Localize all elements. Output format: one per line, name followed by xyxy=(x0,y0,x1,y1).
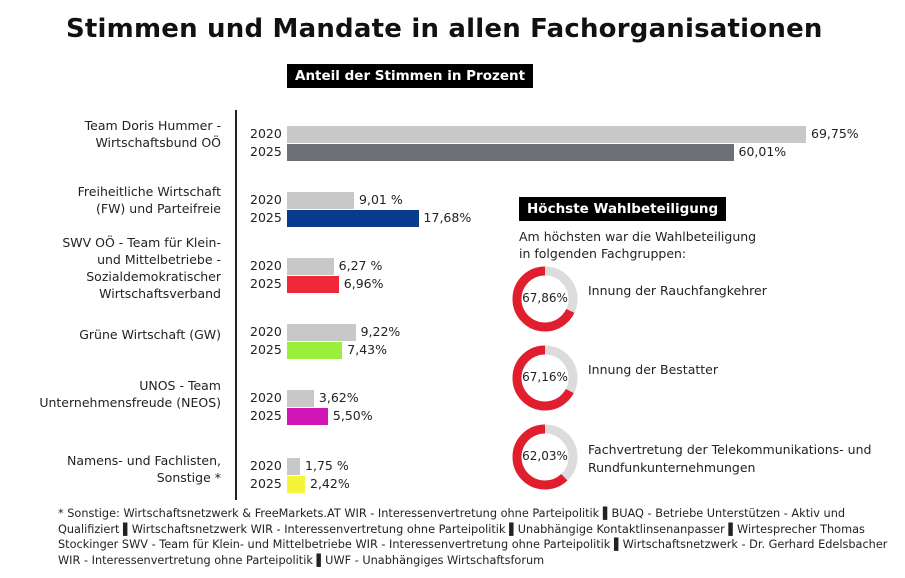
bar-value-label: 9,22% xyxy=(360,324,401,339)
bar-2020 xyxy=(287,458,301,475)
party-label-line: Unternehmensfreude (NEOS) xyxy=(39,395,221,410)
party-label: UNOS - Team Unternehmensfreude (NEOS) xyxy=(39,377,221,411)
group-name-line: Innung der Bestatter xyxy=(588,362,718,377)
group-name: Fachvertretung der Telekommunikations- u… xyxy=(588,441,871,477)
bar-2020 xyxy=(287,324,356,341)
party-label-line: Freiheitliche Wirtschaft xyxy=(77,184,221,199)
group-name: Innung der Bestatter xyxy=(588,361,718,379)
party-label-line: und Mittelbetriebe - xyxy=(97,252,221,267)
bar-value-label: 60,01% xyxy=(738,144,787,159)
party-label-line: Team Doris Hummer - xyxy=(84,118,221,133)
turnout-header: Höchste Wahlbeteiligung xyxy=(519,197,727,221)
turnout-donut xyxy=(512,345,578,411)
party-label-line: Wirtschaftsbund OÖ xyxy=(95,135,221,150)
party-label-line: Namens- und Fachlisten, xyxy=(67,453,221,468)
bar-value-label: 9,01 % xyxy=(359,192,403,207)
bar-value-label: 17,68% xyxy=(423,210,472,225)
bar-value-label: 5,50% xyxy=(332,408,373,423)
party-label-line: Grüne Wirtschaft (GW) xyxy=(79,327,221,342)
bar-2025 xyxy=(287,476,305,493)
party-label: Team Doris Hummer - Wirtschaftsbund OÖ xyxy=(85,117,221,151)
year-label: 2025 xyxy=(250,276,282,291)
donut-value-label: 67,86% xyxy=(522,291,568,305)
chart-title: Stimmen und Mandate in allen Fachorganis… xyxy=(66,14,823,44)
year-label: 2020 xyxy=(250,258,282,273)
intro-line: Am höchsten war die Wahlbeteiligung xyxy=(519,229,757,244)
bar-value-label: 3,62% xyxy=(318,390,359,405)
party-label: Namens- und Fachlisten, Sonstige * xyxy=(67,452,221,486)
bar-value-label: 7,43% xyxy=(347,342,387,357)
bar-value-label: 2,42% xyxy=(310,476,350,491)
year-label: 2020 xyxy=(250,126,282,141)
year-label: 2025 xyxy=(250,476,282,491)
bar-2020 xyxy=(287,126,806,143)
party-label: Grüne Wirtschaft (GW) xyxy=(79,326,221,343)
bar-value-label: 69,75% xyxy=(811,126,859,141)
donut-value-label: 62,03% xyxy=(522,449,568,463)
bar-2025 xyxy=(287,210,419,227)
party-label-line: Sozialdemokratischer xyxy=(86,269,221,284)
party-label: SWV OÖ - Team für Klein-und Mittelbetrie… xyxy=(62,234,221,302)
year-label: 2025 xyxy=(250,210,282,225)
turnout-intro: Am höchsten war die Wahlbeteiligung in fo… xyxy=(519,228,756,262)
donut-value-label: 67,16% xyxy=(522,370,568,384)
group-name-line: Innung der Rauchfangkehrer xyxy=(588,283,767,298)
bar-2020 xyxy=(287,390,314,407)
bar-2020 xyxy=(287,258,334,275)
party-label: Freiheitliche Wirtschaft (FW) und Parteif… xyxy=(78,183,221,217)
footnote: * Sonstige: Wirtschaftsnetzwerk & FreeMa… xyxy=(58,507,888,567)
bar-2020 xyxy=(287,192,355,209)
group-name-line: Rundfunkunternehmungen xyxy=(588,460,756,475)
year-label: 2020 xyxy=(250,324,282,339)
group-name-line: Fachvertretung der Telekommunikations- u… xyxy=(588,442,872,457)
year-label: 2020 xyxy=(250,390,282,405)
party-label-line: (FW) und Parteifreie xyxy=(96,201,221,216)
donut-arc xyxy=(512,345,578,411)
party-label-line: UNOS - Team xyxy=(139,378,221,393)
intro-line: in folgenden Fachgruppen: xyxy=(519,246,687,261)
bar-2025 xyxy=(287,342,343,359)
donut-arc xyxy=(512,424,578,490)
bar-value-label: 6,27 % xyxy=(338,258,383,273)
share-header: Anteil der Stimmen in Prozent xyxy=(287,64,534,88)
party-label-line: SWV OÖ - Team für Klein- xyxy=(62,235,221,250)
year-label: 2020 xyxy=(250,192,282,207)
category-axis-line xyxy=(235,110,237,500)
donut-arc xyxy=(512,266,578,332)
group-name: Innung der Rauchfangkehrer xyxy=(588,282,767,300)
turnout-donut xyxy=(512,424,578,490)
bar-2025 xyxy=(287,144,734,161)
year-label: 2025 xyxy=(250,144,282,159)
year-label: 2025 xyxy=(250,342,282,357)
bar-2025 xyxy=(287,408,328,425)
bar-2025 xyxy=(287,276,339,293)
party-label-line: Sonstige * xyxy=(156,470,221,485)
bar-value-label: 6,96% xyxy=(343,276,384,291)
party-label-line: Wirtschaftsverband xyxy=(99,286,221,301)
year-label: 2020 xyxy=(250,458,282,473)
year-label: 2025 xyxy=(250,408,282,423)
bar-value-label: 1,75 % xyxy=(305,458,349,473)
turnout-donut xyxy=(512,266,578,332)
